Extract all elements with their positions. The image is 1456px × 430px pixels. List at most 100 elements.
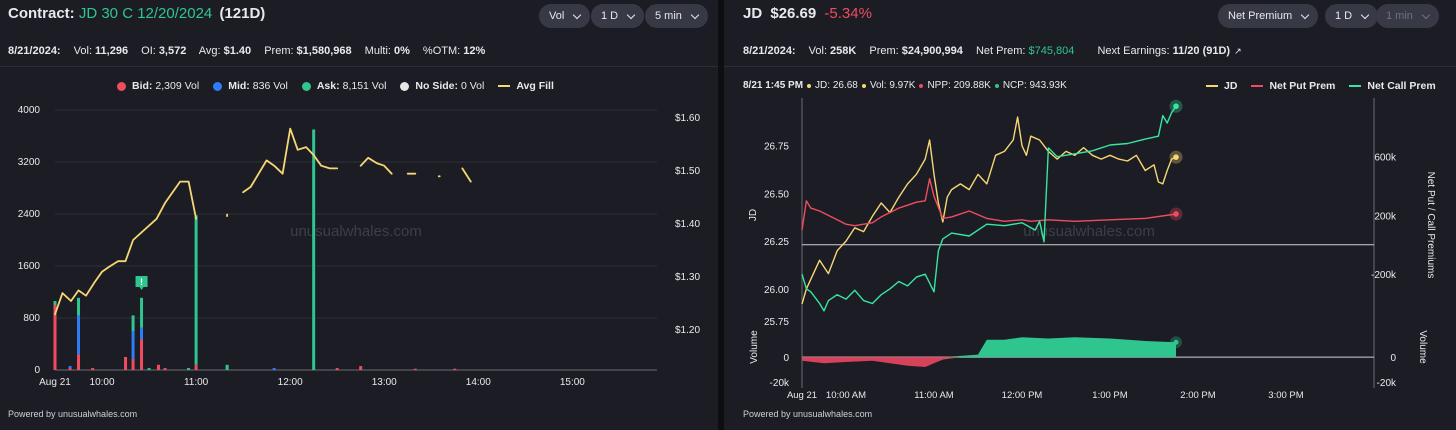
x-tick-label: 12:00	[278, 377, 303, 388]
interval-dropdown: 1 min	[1376, 4, 1439, 28]
avg-fill-line	[242, 127, 339, 194]
range-dropdown[interactable]: 1 D	[591, 4, 645, 28]
legend-net-put-prem[interactable]: Net Put Prem	[1251, 80, 1335, 92]
x-tick-label: 2:00 PM	[1180, 390, 1215, 401]
y2-tick-label: $1.50	[675, 166, 700, 177]
watermark: unusualwhales.com	[290, 223, 422, 240]
volume-bar-bid	[91, 368, 95, 370]
volume-end-marker	[1173, 339, 1179, 345]
volume-bar-bid	[140, 339, 144, 370]
x-tick-label: 13:00	[372, 377, 397, 388]
vol-dot-icon	[861, 83, 866, 88]
net-put-prem-line	[801, 178, 1177, 231]
net-premium-chart: 26.00 26.25 26.50 26.75 25.75 -200k 200k 600k 0 0…	[748, 98, 1436, 401]
volume-bar-ask	[140, 297, 144, 328]
chart-legend: Bid: 2,309 Vol Mid: 836 Vol Ask: 8,151 Vol …	[117, 80, 568, 92]
volume-bar-mid	[272, 368, 276, 370]
contract-volume-chart: 0 800 1600 2400 3200 4000 $1.20 $1.30 $1.40 $1.50…	[18, 105, 701, 388]
stat-vol: Vol: 11,296	[73, 45, 129, 57]
stat-avg: Avg: $1.40	[198, 45, 252, 57]
legend-ask[interactable]: Ask: 8,151 Vol	[301, 80, 386, 92]
metric-dropdown-label: Vol	[549, 10, 565, 22]
range-dropdown[interactable]: 1 D	[1325, 4, 1379, 28]
contract-label: Contract:	[8, 5, 75, 22]
contract-dte: (121D)	[219, 5, 266, 22]
ticker-header: JD $26.69 -5.34%	[743, 5, 872, 22]
powered-by-footer[interactable]: Powered by unusualwhales.com	[8, 409, 138, 419]
powered-by-footer[interactable]: Powered by unusualwhales.com	[743, 409, 873, 419]
stat-multi: Multi: 0%	[364, 45, 410, 57]
legend-mid[interactable]: Mid: 836 Vol	[213, 80, 288, 92]
metric-dropdown[interactable]: Vol	[539, 4, 591, 28]
volume-bar-bid	[453, 368, 457, 370]
avg-fill-line	[359, 156, 393, 175]
volume-axis-label: Volume	[749, 330, 760, 364]
ncp-dot-icon	[994, 83, 999, 88]
x-tick-label: 1:00 PM	[1092, 390, 1127, 401]
stat-date: 8/21/2024:	[8, 45, 61, 57]
y-tick-label: 26.75	[764, 142, 789, 153]
legend-no-side[interactable]: No Side: 0 Vol	[400, 80, 484, 92]
volume-bar-ask	[77, 297, 81, 316]
contract-name-link[interactable]: JD 30 C 12/20/2024	[78, 5, 213, 22]
mid-dot-icon	[213, 81, 223, 91]
legend-avg-fill[interactable]: Avg Fill	[498, 80, 554, 92]
y-tick-label: 26.25	[764, 237, 789, 248]
ticker-stats: 8/21/2024: Vol: 258K Prem: $24,900,994 Net…	[743, 45, 1262, 57]
range-dropdown-label: 1 D	[1335, 10, 1353, 22]
y2-tick-label: -200k	[1371, 270, 1397, 281]
chart-type-label: Net Premium	[1228, 10, 1293, 22]
net-put-prem-line-end-marker	[1173, 211, 1179, 217]
interval-dropdown[interactable]: 5 min	[645, 4, 708, 28]
y2-tick-label: $1.20	[675, 325, 700, 336]
volume-bar-bid	[68, 368, 72, 370]
x-tick-label: Aug 21	[39, 377, 71, 388]
x-tick-label: 11:00	[184, 377, 209, 388]
x-tick-label: 3:00 PM	[1268, 390, 1303, 401]
hover-ncp: NCP: 943.93K	[1002, 80, 1067, 91]
net-call-prem-line-end-marker	[1173, 103, 1179, 110]
alert-badge-icon	[135, 276, 148, 290]
y-tick-label: 0	[34, 365, 40, 376]
contract-header: Contract: JD 30 C 12/20/2024 (121D)	[8, 5, 265, 22]
range-dropdown-label: 1 D	[601, 10, 619, 22]
legend-jd[interactable]: JD	[1206, 80, 1237, 92]
legend-bid[interactable]: Bid: 2,309 Vol	[117, 80, 199, 92]
y-axis-label: JD	[748, 209, 759, 221]
hover-jd: JD: 26.68	[815, 80, 858, 91]
x-tick-label: 12:00 PM	[1002, 390, 1043, 401]
y-tick-label: 2400	[18, 209, 41, 220]
volume-bar-bid	[53, 305, 57, 370]
volume-area-negative	[802, 357, 1176, 367]
external-link-icon[interactable]: ↗	[1234, 46, 1242, 56]
net-call-prem-line	[801, 105, 1177, 312]
hover-info: 8/21 1:45 PM JD: 26.68 Vol: 9.97K NPP: 2…	[743, 80, 1067, 91]
volume-bar-bid	[335, 368, 339, 370]
volume-bar-ask	[53, 301, 57, 305]
interval-dropdown-label: 5 min	[655, 10, 682, 22]
stat-prem: Prem: $1,580,968	[264, 45, 352, 57]
ticker-change: -5.34%	[824, 5, 872, 22]
hover-npp: NPP: 209.88K	[927, 80, 991, 91]
jd-line-end-marker	[1173, 154, 1179, 160]
volume-bar-ask	[131, 315, 135, 331]
y2-tick-label: 600k	[1374, 153, 1397, 164]
legend-net-call-prem[interactable]: Net Call Prem	[1349, 80, 1436, 92]
stat-otm: %OTM: 12%	[422, 45, 486, 57]
volume-bar-bid	[124, 357, 128, 370]
y-tick-label: 800	[23, 313, 40, 324]
ticker-price: $26.69	[770, 5, 817, 22]
volume-bar-ask	[194, 215, 198, 365]
stat-prem: Prem: $24,900,994	[869, 45, 963, 57]
x-tick-label: Aug 21	[787, 390, 817, 401]
y-tick-label: 4000	[18, 105, 41, 116]
chart-type-dropdown[interactable]: Net Premium	[1218, 4, 1319, 28]
npp-dot-icon	[919, 83, 924, 88]
y-tick-label: 25.75	[764, 317, 789, 328]
x-tick-label: 10:00 AM	[826, 390, 866, 401]
volume-axis-label: Volume	[1417, 330, 1428, 364]
y-tick-label: 1600	[18, 261, 41, 272]
y2-tick-label: 200k	[1374, 211, 1397, 222]
avg-fill-line	[461, 167, 472, 183]
volume-bar-bid	[156, 364, 160, 370]
